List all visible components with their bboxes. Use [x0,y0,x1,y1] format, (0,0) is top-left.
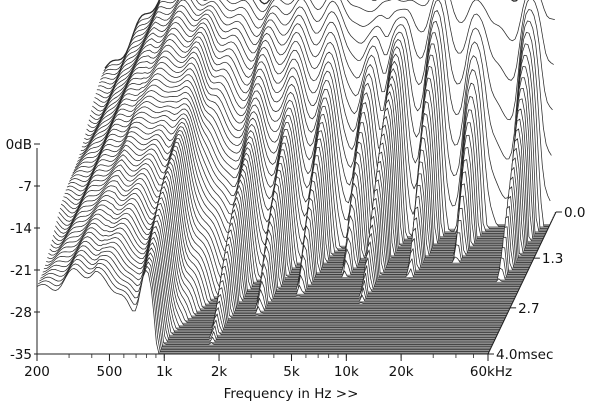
slice-trace [98,0,550,227]
slice-trace [95,10,547,232]
x-tick-label: 5k [283,364,300,380]
slice-trace [51,203,503,324]
slice-trace [63,153,515,299]
slice-trace [100,0,552,160]
slice-trace [47,226,499,333]
slice-trace [60,161,513,304]
x-tick-label: 2k [211,364,228,380]
x-tick-label: 1k [156,364,173,380]
slice-trace [53,191,506,319]
time-tick-label: 2.7 [518,301,539,317]
slice-trace [92,27,544,239]
slice-trace [99,0,551,202]
slice-trace [45,236,497,338]
slice-trace [43,240,495,340]
slice-trace [49,214,501,328]
slice-trace [40,254,492,348]
x-tick-label: 500 [97,364,123,380]
y-tick-label: -28 [10,305,32,321]
slice-trace [66,141,518,292]
slice-trace [87,50,539,249]
slice-trace [67,137,520,290]
y-tick-label: -14 [10,221,32,237]
slice-trace [89,39,541,244]
slice-trace [38,263,490,352]
slice-trace [72,121,524,280]
slice-trace [69,134,521,287]
slice-trace [55,186,507,316]
slice-trace [50,208,502,326]
slice-trace [57,175,509,312]
slice-trace [102,0,554,81]
slice-trace [101,0,553,121]
slice-trace [39,259,491,350]
slice-trace [56,180,508,314]
x-tick-label: 200 [24,364,50,380]
slice-trace [48,220,500,331]
time-tick-label: 0.0 [564,205,585,221]
slice-trace [71,126,523,283]
x-tick-label: 10k [334,364,359,380]
x-axis-title: Frequency in Hz >> [224,386,359,402]
x-tick-label: 20k [389,364,414,380]
x-tick-label: 60kHz [470,364,512,380]
slice-trace [93,21,545,237]
time-tick-label: 4.0msec [496,347,553,363]
slice-trace [86,56,538,251]
slice-trace [52,197,505,321]
slice-trace [42,245,494,343]
slice-trace [64,149,516,297]
slice-trace [96,5,548,230]
y-tick-label: -7 [19,179,32,195]
slices-layer [36,0,556,355]
slice-trace [41,249,493,345]
slice-trace [58,170,510,309]
slice-trace [70,130,522,285]
slice-trace [59,166,512,307]
slice-fill [37,268,488,354]
slice-trace [65,145,517,295]
y-tick-label: -35 [10,347,32,363]
slice-trace [90,33,543,242]
y-tick-label: -21 [10,263,32,279]
slice-trace [88,44,540,247]
slice-trace [94,16,546,235]
slice-trace [103,0,555,72]
time-axis-line [487,211,557,355]
slice-trace [46,231,498,336]
slice-trace [62,157,514,302]
y-tick-label: 0dB [6,137,32,153]
time-tick-label: 1.3 [542,251,563,267]
